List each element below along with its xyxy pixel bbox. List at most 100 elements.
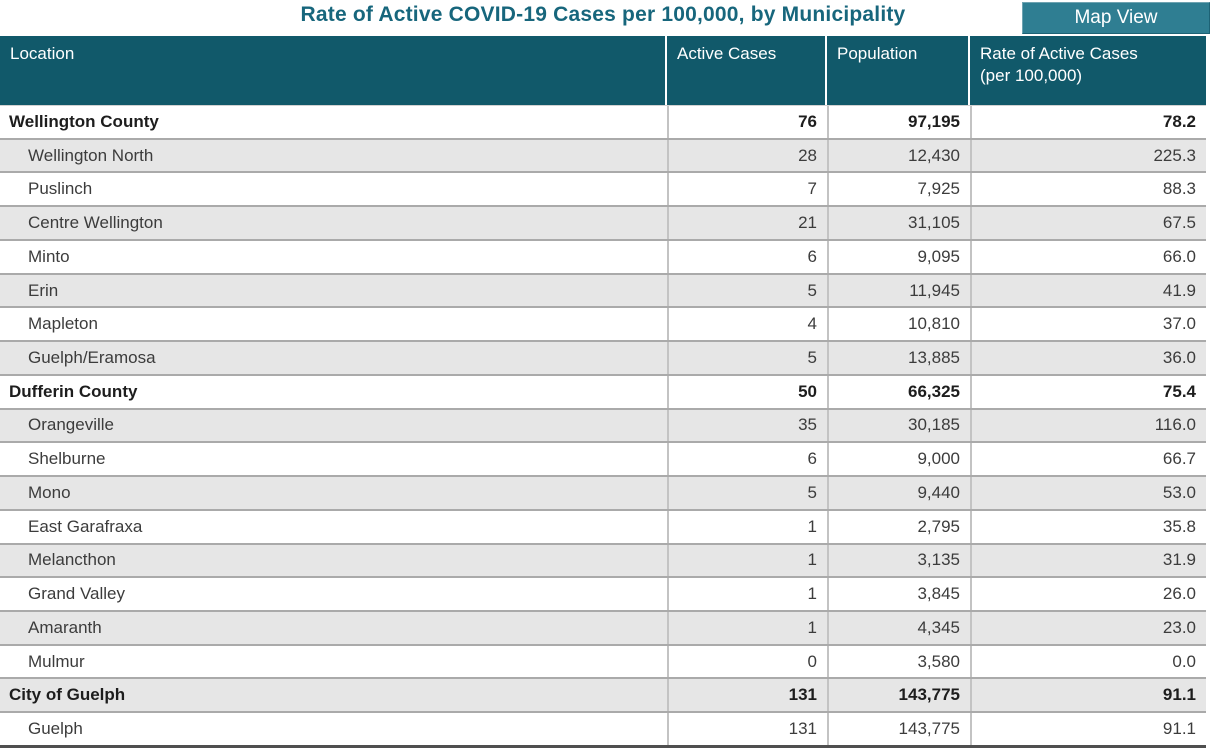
table-row[interactable]: Puslinch 7 7,925 88.3 [0,171,1206,206]
rate-cell: 75.4 [970,375,1206,408]
active-cases-cell: 1 [667,544,827,577]
active-cases-cell: 6 [667,443,827,476]
rate-cell: 53.0 [970,477,1206,509]
active-cases-cell: 6 [667,240,827,273]
population-cell: 11,945 [827,274,970,307]
location-cell: Wellington County [9,111,159,131]
population-cell: 9,095 [827,240,970,273]
location-cell: Puslinch [28,179,93,199]
rate-cell: 225.3 [970,139,1206,172]
column-header-rate[interactable]: Rate of Active Cases (per 100,000) [970,36,1206,105]
rate-cell: 116.0 [970,409,1206,442]
column-header-location[interactable]: Location [0,36,665,105]
active-cases-cell: 5 [667,274,827,307]
population-cell: 9,440 [827,477,970,509]
table-row[interactable]: Minto 6 9,095 66.0 [0,238,1206,273]
location-cell: Shelburne [28,449,106,469]
active-cases-cell: 76 [667,106,827,138]
column-header-population[interactable]: Population [827,36,968,105]
population-cell: 3,845 [827,578,970,611]
active-cases-cell: 4 [667,308,827,341]
active-cases-cell: 1 [667,510,827,543]
population-cell: 4,345 [827,612,970,644]
active-cases-cell: 0 [667,645,827,678]
rate-cell: 23.0 [970,612,1206,644]
rate-cell: 0.0 [970,645,1206,678]
location-cell: Mono [28,482,71,502]
table-row[interactable]: Shelburne 6 9,000 66.7 [0,441,1206,476]
table-row[interactable]: Guelph/Eramosa 5 13,885 36.0 [0,340,1206,374]
population-cell: 12,430 [827,139,970,172]
table-body: Wellington County 76 97,195 78.2 Wellington … [0,106,1206,748]
page-title: Rate of Active COVID-19 Cases per 100,00… [300,3,906,26]
table-row[interactable]: Grand Valley 1 3,845 26.0 [0,576,1206,611]
population-cell: 9,000 [827,443,970,476]
rate-cell: 36.0 [970,342,1206,374]
active-cases-cell: 131 [667,679,827,712]
population-cell: 97,195 [827,106,970,138]
rate-cell: 88.3 [970,173,1206,206]
active-cases-cell: 28 [667,139,827,172]
location-cell: Guelph/Eramosa [28,348,156,367]
rate-cell: 31.9 [970,544,1206,577]
location-cell: Minto [28,246,70,266]
top-bar: Rate of Active COVID-19 Cases per 100,00… [0,0,1214,36]
table-row[interactable]: Melancthon 1 3,135 31.9 [0,542,1206,577]
population-cell: 30,185 [827,409,970,442]
rate-cell: 78.2 [970,106,1206,138]
population-cell: 3,580 [827,645,970,678]
table-row-group[interactable]: Dufferin County 50 66,325 75.4 [0,373,1206,408]
location-cell: Mapleton [28,314,98,334]
map-view-button[interactable]: Map View [1022,2,1210,34]
location-cell: City of Guelph [9,685,126,705]
active-cases-cell: 50 [667,375,827,408]
column-header-rate-line2: (per 100,000) [980,66,1083,86]
population-cell: 13,885 [827,342,970,374]
rate-cell: 91.1 [970,713,1206,745]
table-row[interactable]: Mulmur 0 3,580 0.0 [0,643,1206,678]
location-cell: Mulmur [28,651,85,671]
table-row[interactable]: East Garafraxa 1 2,795 35.8 [0,508,1206,543]
location-cell: Melancthon [28,550,116,570]
column-header-active-cases[interactable]: Active Cases [667,36,825,105]
active-cases-cell: 1 [667,612,827,644]
rate-cell: 66.0 [970,240,1206,273]
location-cell: Centre Wellington [28,213,163,233]
table-row-group[interactable]: Wellington County 76 97,195 78.2 [0,106,1206,138]
table-row[interactable]: Centre Wellington 21 31,105 67.5 [0,205,1206,239]
population-cell: 7,925 [827,173,970,206]
rate-cell: 37.0 [970,308,1206,341]
location-cell: Dufferin County [9,381,138,401]
table-row[interactable]: Guelph 131 143,775 91.1 [0,711,1206,745]
population-cell: 10,810 [827,308,970,341]
table-row[interactable]: Erin 5 11,945 41.9 [0,272,1206,307]
location-cell: Amaranth [28,617,102,637]
rate-cell: 67.5 [970,207,1206,239]
active-cases-cell: 5 [667,342,827,374]
table-row-group[interactable]: City of Guelph 131 143,775 91.1 [0,677,1206,712]
table-row[interactable]: Wellington North 28 12,430 225.3 [0,137,1206,172]
active-cases-cell: 7 [667,173,827,206]
active-cases-cell: 35 [667,409,827,442]
table-row[interactable]: Amaranth 1 4,345 23.0 [0,610,1206,644]
population-cell: 66,325 [827,375,970,408]
location-cell: Wellington North [28,145,154,165]
rate-cell: 26.0 [970,578,1206,611]
column-header-rate-line1: Rate of Active Cases [980,44,1138,63]
active-cases-cell: 1 [667,578,827,611]
population-cell: 143,775 [827,713,970,745]
population-cell: 143,775 [827,679,970,712]
table-row[interactable]: Orangeville 35 30,185 116.0 [0,407,1206,442]
rate-cell: 41.9 [970,274,1206,307]
table-header: Location Active Cases Population Rate of… [0,36,1206,106]
table-row[interactable]: Mapleton 4 10,810 37.0 [0,306,1206,341]
location-cell: Grand Valley [28,584,126,604]
location-cell: Erin [28,280,59,300]
table-row[interactable]: Mono 5 9,440 53.0 [0,475,1206,509]
active-cases-cell: 5 [667,477,827,509]
rate-cell: 35.8 [970,510,1206,543]
population-cell: 31,105 [827,207,970,239]
population-cell: 2,795 [827,510,970,543]
location-cell: Guelph [28,719,83,739]
